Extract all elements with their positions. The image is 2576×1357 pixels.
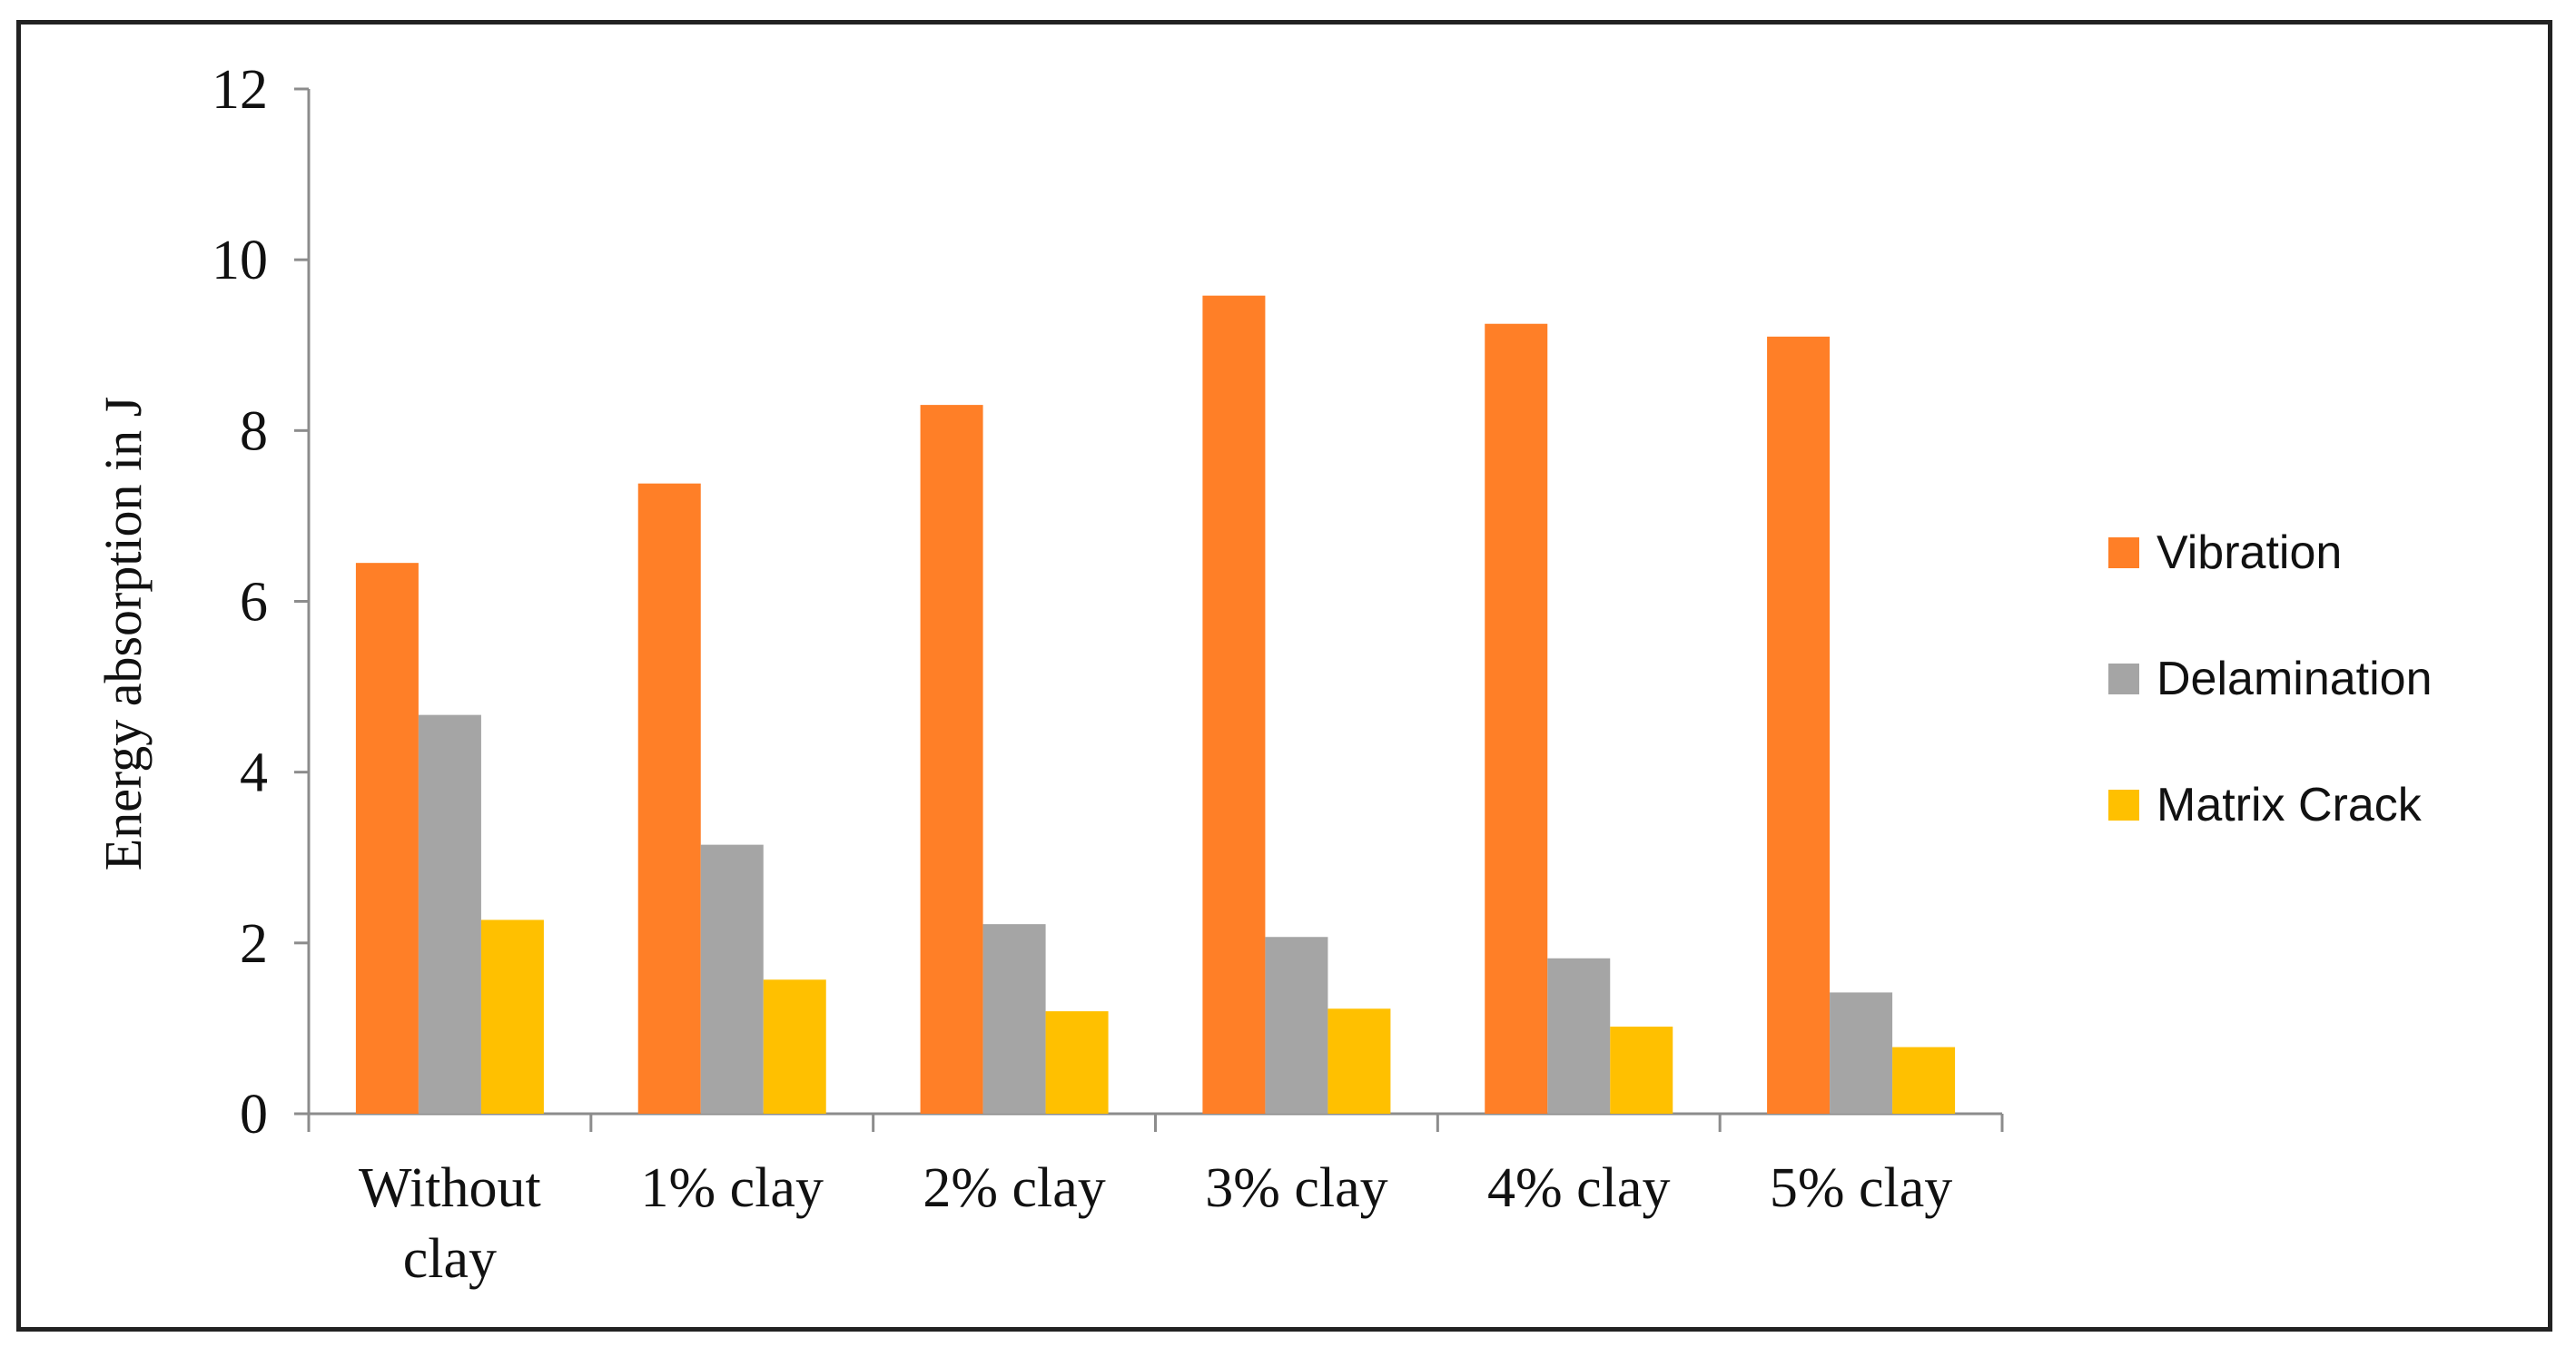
bar-vibration bbox=[355, 563, 419, 1114]
bar-matrix-crack bbox=[763, 979, 826, 1114]
y-tick-label: 8 bbox=[240, 400, 268, 462]
legend-swatch bbox=[2108, 790, 2139, 821]
bars bbox=[355, 295, 1956, 1115]
x-tick-label: Without clay bbox=[359, 1157, 541, 1290]
bar-matrix-crack bbox=[1045, 1011, 1109, 1114]
legend-label: Vibration bbox=[2157, 526, 2342, 579]
bar-delamination bbox=[1547, 958, 1611, 1114]
bar-matrix-crack bbox=[1610, 1027, 1673, 1114]
x-tick-label: 2% clay bbox=[923, 1157, 1105, 1219]
legend: Vibration Delamination Matrix Crack bbox=[2108, 526, 2433, 831]
y-tick-label: 6 bbox=[240, 572, 268, 634]
bar-delamination bbox=[982, 924, 1046, 1114]
bar-matrix-crack bbox=[1892, 1047, 1956, 1114]
y-tick-label: 2 bbox=[240, 913, 268, 975]
bar-matrix-crack bbox=[1327, 1008, 1391, 1114]
x-tick-label-line: 1% clay bbox=[641, 1157, 824, 1219]
bar-delamination bbox=[700, 844, 764, 1114]
x-tick-label: 5% clay bbox=[1770, 1157, 1952, 1219]
x-tick-label: 1% clay bbox=[641, 1157, 824, 1219]
bar-matrix-crack bbox=[480, 919, 544, 1114]
legend-label: Delamination bbox=[2157, 653, 2433, 705]
x-tick-label-line: clay bbox=[403, 1228, 497, 1290]
legend-label: Matrix Crack bbox=[2157, 779, 2423, 831]
x-axis: Without clay 1% clay 2% clay 3% clay 4% clay 5… bbox=[307, 1112, 2004, 1290]
y-tick-label: 4 bbox=[240, 742, 268, 804]
bar-delamination bbox=[1265, 937, 1328, 1114]
y-tick-label: 12 bbox=[212, 59, 268, 121]
x-tick-label-line: 3% clay bbox=[1205, 1157, 1387, 1219]
x-tick-label-line: 2% clay bbox=[923, 1157, 1105, 1219]
bar-delamination bbox=[1830, 992, 1893, 1114]
bar-delamination bbox=[418, 714, 481, 1114]
bar-vibration bbox=[637, 483, 701, 1114]
y-tick-label: 0 bbox=[240, 1084, 268, 1146]
bar-vibration bbox=[920, 405, 983, 1114]
y-axis: 0 2 4 6 8 10 12 bbox=[212, 59, 311, 1146]
bar-vibration bbox=[1202, 295, 1266, 1115]
bar-vibration bbox=[1767, 336, 1831, 1114]
bar-vibration bbox=[1485, 323, 1548, 1115]
x-tick-label: 3% clay bbox=[1205, 1157, 1387, 1219]
legend-swatch bbox=[2108, 664, 2139, 694]
x-tick-label-line: 4% clay bbox=[1487, 1157, 1670, 1219]
y-tick-label: 10 bbox=[212, 230, 268, 291]
x-tick-label-line: 5% clay bbox=[1770, 1157, 1952, 1219]
x-tick-label-line: Without bbox=[359, 1157, 541, 1219]
y-axis-title: Energy absorption in J bbox=[94, 397, 153, 870]
x-tick-label: 4% clay bbox=[1487, 1157, 1670, 1219]
legend-swatch bbox=[2108, 537, 2139, 568]
